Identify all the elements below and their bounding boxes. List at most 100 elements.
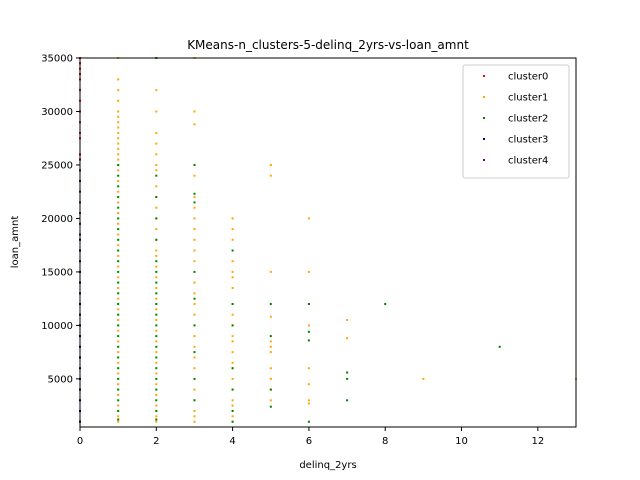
point-cluster2	[384, 303, 387, 305]
point-cluster1	[193, 313, 196, 316]
y-tick-label: 20000	[41, 214, 73, 225]
point-cluster2	[117, 228, 120, 231]
point-cluster1	[155, 383, 158, 386]
point-cluster2	[155, 345, 158, 348]
point-cluster2	[231, 367, 234, 370]
point-cluster1	[155, 110, 158, 113]
point-cluster1	[193, 335, 196, 338]
point-cluster1	[193, 410, 196, 412]
point-cluster1	[117, 212, 120, 215]
point-cluster1	[231, 335, 234, 338]
point-cluster1	[231, 276, 234, 279]
point-cluster1	[117, 190, 120, 193]
point-cluster2	[193, 201, 196, 204]
point-cluster1	[117, 265, 120, 268]
point-cluster2	[155, 270, 158, 273]
point-cluster2	[155, 367, 158, 370]
point-cluster2	[117, 206, 120, 209]
point-cluster1	[307, 383, 310, 386]
point-cluster1	[307, 217, 310, 220]
point-cluster2	[269, 405, 272, 408]
point-cluster2	[155, 174, 158, 177]
point-cluster1	[117, 308, 120, 311]
point-cluster2	[117, 377, 120, 380]
point-cluster2	[498, 345, 501, 348]
y-axis: 5000 10000 15000 20000 25000 30000 35000	[41, 54, 80, 385]
point-cluster1	[193, 238, 196, 241]
point-cluster1	[155, 319, 158, 321]
legend-label-cluster0: cluster0	[508, 72, 548, 83]
point-cluster2	[231, 324, 234, 327]
legend-label-cluster3: cluster3	[508, 135, 548, 146]
point-cluster2	[346, 399, 349, 402]
point-cluster2	[193, 270, 196, 273]
point-cluster1	[231, 361, 234, 364]
point-cluster1	[117, 351, 120, 354]
point-cluster1	[193, 217, 196, 220]
point-cluster1	[193, 303, 196, 305]
y-axis-label: loan_amnt	[10, 216, 21, 269]
point-cluster1	[117, 180, 120, 182]
legend-marker-cluster2	[483, 117, 485, 119]
point-cluster1	[117, 383, 120, 386]
point-cluster2	[346, 377, 349, 380]
point-cluster1	[155, 254, 158, 257]
point-cluster1	[231, 217, 234, 220]
point-cluster2	[193, 297, 196, 300]
point-cluster1	[269, 315, 272, 318]
point-cluster1	[117, 147, 120, 150]
point-cluster2	[117, 324, 120, 327]
point-cluster1	[117, 201, 120, 204]
point-cluster1	[231, 228, 234, 231]
legend-label-cluster2: cluster2	[508, 114, 548, 125]
point-cluster1	[193, 388, 196, 391]
x-tick-label: 2	[153, 436, 159, 447]
point-cluster1	[346, 337, 349, 340]
point-cluster1	[155, 351, 158, 354]
point-cluster1	[155, 164, 158, 166]
point-cluster1	[117, 329, 120, 332]
point-cluster1	[155, 185, 158, 188]
point-cluster1	[193, 249, 196, 252]
point-cluster1	[193, 123, 196, 126]
point-cluster2	[117, 260, 120, 263]
point-cluster2	[117, 399, 120, 402]
point-cluster2	[117, 388, 120, 391]
point-cluster1	[193, 420, 196, 423]
point-cluster2	[155, 313, 158, 316]
point-cluster1	[269, 174, 272, 177]
point-cluster2	[117, 174, 120, 177]
point-cluster2	[155, 281, 158, 284]
point-cluster1	[117, 297, 120, 300]
point-cluster1	[307, 367, 310, 370]
point-cluster1	[193, 345, 196, 348]
point-cluster2	[193, 399, 196, 402]
point-cluster2	[117, 281, 120, 284]
point-cluster2	[117, 313, 120, 316]
point-cluster1	[193, 292, 196, 295]
legend-marker-cluster3	[483, 138, 485, 140]
point-cluster1	[117, 110, 120, 113]
point-cluster1	[155, 420, 158, 423]
point-cluster2	[155, 356, 158, 359]
point-cluster1	[117, 115, 120, 118]
point-cluster2	[117, 335, 120, 338]
point-cluster1	[155, 131, 158, 134]
point-cluster1	[231, 377, 234, 380]
point-cluster2	[231, 388, 234, 391]
point-cluster2	[117, 196, 120, 198]
legend-label-cluster4: cluster4	[508, 156, 548, 167]
point-cluster1	[193, 356, 196, 359]
point-cluster1	[231, 415, 234, 418]
point-cluster1	[117, 340, 120, 343]
point-cluster2	[117, 185, 120, 188]
point-cluster1	[193, 281, 196, 284]
point-cluster1	[117, 244, 120, 247]
point-cluster1	[269, 351, 272, 354]
point-cluster1	[117, 287, 120, 289]
point-cluster1	[117, 137, 120, 140]
point-cluster2	[117, 303, 120, 305]
point-cluster1	[117, 158, 120, 161]
point-cluster1	[117, 153, 120, 156]
